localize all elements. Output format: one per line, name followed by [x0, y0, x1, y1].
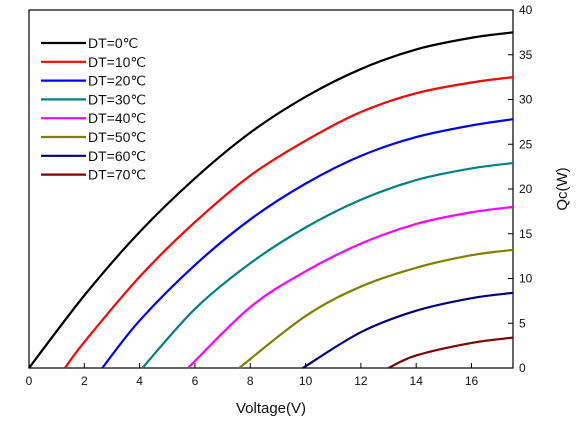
legend-label: DT=40℃ — [88, 110, 146, 126]
legend-label: DT=70℃ — [88, 167, 146, 183]
legend-label: DT=10℃ — [88, 54, 146, 70]
x-tick-label: 4 — [136, 374, 143, 388]
series-line-1 — [64, 76, 514, 369]
y-tick-label: 10 — [519, 272, 533, 286]
x-tick-label: 6 — [192, 374, 199, 388]
y-axis-label: Qc(W) — [554, 167, 571, 210]
legend-label: DT=30℃ — [88, 91, 146, 107]
legend: DT=0℃ DT=10℃ DT=20℃ DT=30℃ DT=40℃ DT=50℃ DT=60… — [41, 35, 146, 183]
y-tick-label: 15 — [519, 227, 533, 241]
x-axis-label: Voltage(V) — [236, 400, 306, 417]
series-lines — [28, 31, 514, 370]
legend-label: DT=0℃ — [88, 35, 138, 51]
series-line-7 — [388, 336, 514, 370]
y-tick-label: 35 — [519, 48, 533, 62]
legend-label: DT=50℃ — [88, 129, 146, 145]
y-tick-label: 5 — [519, 316, 526, 330]
series-line-4 — [187, 205, 514, 369]
x-axis-ticks: 0 2 4 6 8 10 12 14 16 — [26, 363, 479, 388]
x-tick-label: 12 — [354, 374, 368, 388]
y-tick-label: 40 — [519, 3, 533, 17]
y-tick-label: 20 — [519, 182, 533, 196]
series-line-6 — [302, 291, 514, 369]
y-tick-label: 0 — [519, 361, 526, 375]
legend-label: DT=20℃ — [88, 73, 146, 89]
series-line-0 — [28, 31, 514, 369]
y-tick-label: 30 — [519, 93, 533, 107]
series-line-5 — [238, 248, 514, 369]
x-tick-label: 8 — [247, 374, 254, 388]
y-tick-label: 25 — [519, 137, 533, 151]
x-tick-label: 14 — [410, 374, 424, 388]
legend-label: DT=60℃ — [88, 148, 146, 164]
series-line-2 — [101, 118, 514, 369]
y-axis-ticks: 0 5 10 15 20 25 30 35 40 — [508, 3, 533, 375]
x-tick-label: 0 — [26, 374, 33, 388]
series-line-3 — [141, 161, 514, 369]
x-tick-label: 2 — [81, 374, 88, 388]
x-tick-label: 16 — [465, 374, 479, 388]
x-tick-label: 10 — [299, 374, 313, 388]
